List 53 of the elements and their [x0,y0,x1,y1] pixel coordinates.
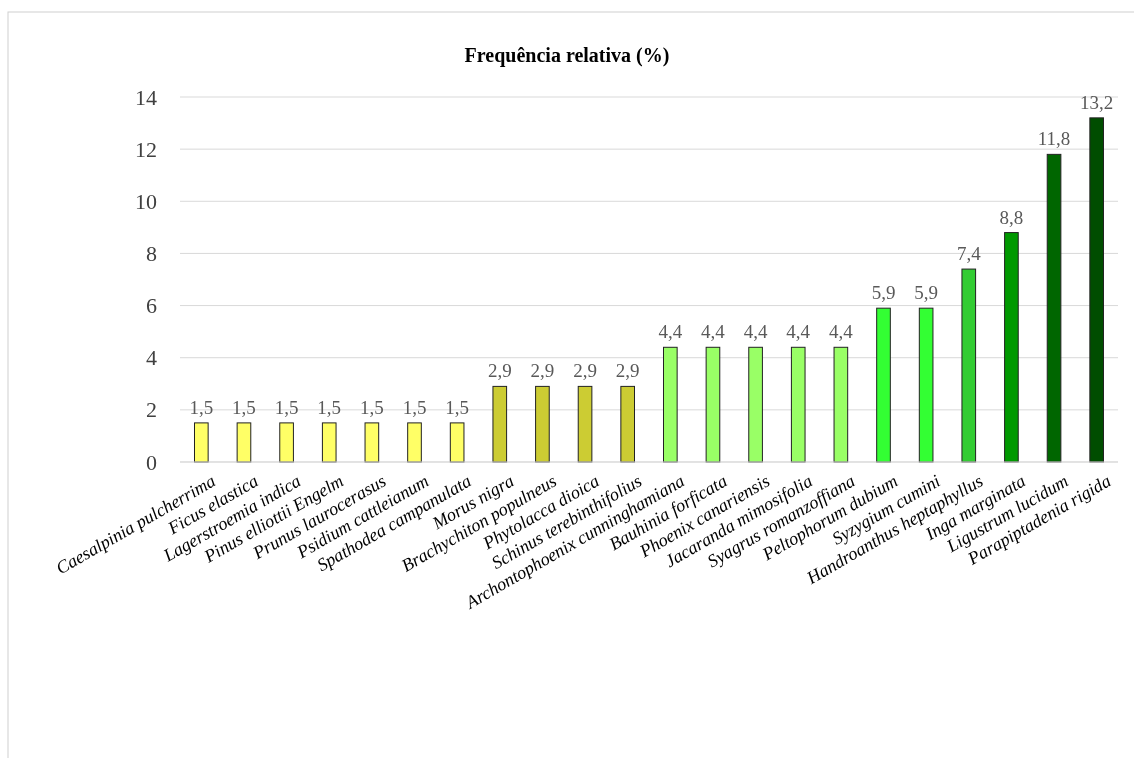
data-label: 2,9 [615,360,640,382]
data-label: 7,4 [956,243,982,265]
y-tick-label: 14 [135,84,157,110]
data-label: 1,5 [274,396,299,418]
bar [407,422,422,463]
bar [279,422,294,463]
bar [1046,153,1062,463]
bar [705,346,721,463]
bar [663,346,678,463]
y-tick-label: 10 [135,188,157,214]
data-label: 4,4 [701,321,726,343]
data-label: 1,5 [445,396,470,418]
bar [790,346,806,463]
bar [492,385,508,463]
data-label: 11,8 [1037,128,1071,150]
data-label: 8,8 [999,206,1024,228]
bar [748,346,763,463]
bar [449,422,465,463]
bar [918,307,934,463]
data-label: 4,4 [786,321,811,343]
bar [535,385,550,463]
bar [1089,117,1104,463]
data-label: 1,5 [232,396,256,418]
bar [364,422,380,463]
data-label: 1,5 [402,396,427,418]
y-tick-label: 6 [146,293,157,319]
bar [833,346,849,463]
y-tick-label: 4 [146,345,157,371]
data-label: 1,5 [359,396,384,418]
bar [577,385,593,463]
data-label: 2,9 [530,360,555,382]
data-label: 5,9 [914,282,939,304]
bar [321,422,337,463]
data-label: 1,5 [317,396,342,418]
bar [620,385,635,463]
data-label: 4,4 [658,321,683,343]
y-tick-label: 12 [135,136,157,162]
data-label: 1,5 [189,396,214,418]
bar [876,307,891,463]
data-label: 2,9 [487,360,512,382]
data-label: 4,4 [828,321,854,343]
data-label: 5,9 [871,282,896,304]
data-label: 4,4 [743,321,768,343]
bar [1004,232,1019,463]
bar [236,422,252,463]
y-tick-label: 0 [146,449,157,475]
data-label: 2,9 [573,360,597,382]
y-tick-label: 8 [146,240,157,266]
bar [961,268,977,463]
bar [194,422,209,463]
data-label: 13,2 [1080,91,1114,113]
chart-title: Frequência relativa (%) [464,44,670,67]
y-tick-label: 2 [146,397,157,423]
